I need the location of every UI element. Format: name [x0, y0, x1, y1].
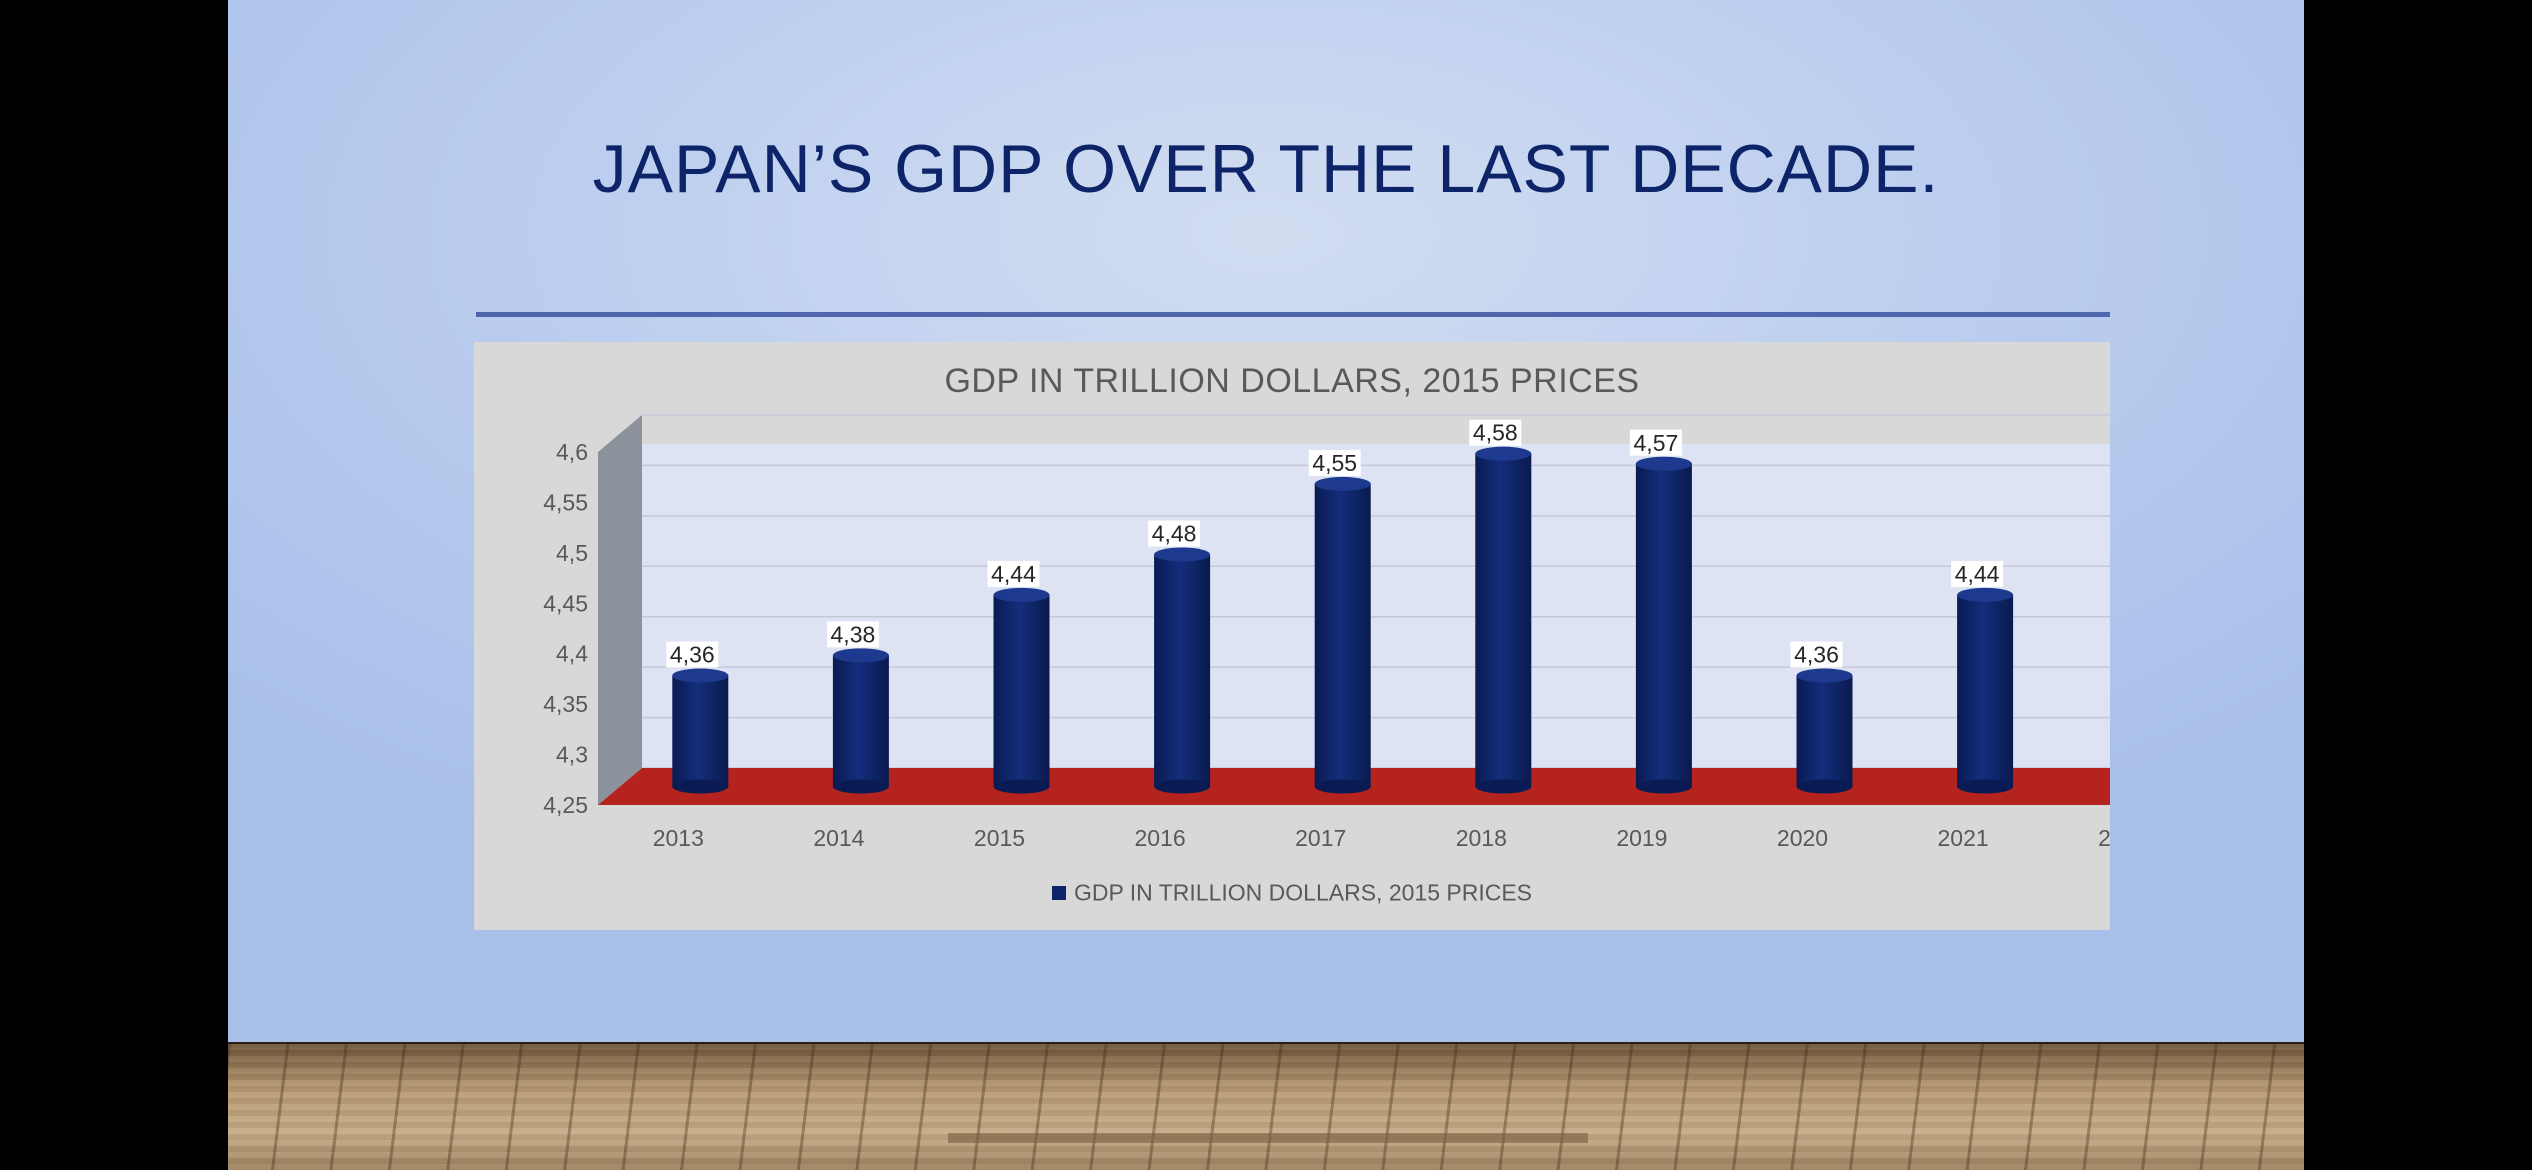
y-tick-label: 4,35 [543, 691, 588, 717]
bar-base [672, 779, 729, 794]
legend-label: GDP IN TRILLION DOLLARS, 2015 PRICES [1073, 879, 1533, 906]
data-label: 4,57 [1634, 430, 1679, 456]
data-label: 4,38 [831, 621, 876, 647]
data-label: 4,36 [1794, 642, 1839, 668]
chart-title: GDP IN TRILLION DOLLARS, 2015 PRICES [944, 362, 1640, 400]
bar [832, 655, 889, 787]
data-label: 4,44 [1955, 561, 2000, 587]
bar [993, 594, 1050, 787]
data-label: 4,36 [670, 642, 715, 668]
slide: JAPAN’S GDP OVER THE LAST DECADE. 4,25 4,… [228, 0, 2304, 1170]
bar-base [1475, 779, 1532, 794]
wood-floor [228, 1042, 2304, 1170]
bar [1475, 453, 1532, 787]
y-tick-label: 4,4 [556, 641, 588, 667]
data-label: 4,55 [1312, 450, 1357, 476]
data-label-bg [1148, 520, 1201, 547]
bar [1154, 554, 1211, 787]
y-tick-label: 4,6 [556, 439, 588, 465]
data-label-bg [987, 560, 1040, 587]
y-tick-label: 4,45 [543, 590, 588, 616]
bar [1957, 594, 2014, 787]
bar-top [832, 648, 889, 663]
x-tick-label: 2018 [1456, 825, 1507, 851]
x-tick-label: 2020 [1777, 825, 1828, 851]
bar-base [1635, 779, 1692, 794]
bar-top [1154, 547, 1211, 562]
bar-base [1957, 779, 2014, 794]
slide-title: JAPAN’S GDP OVER THE LAST DECADE. [592, 131, 1940, 207]
bar [1796, 675, 1853, 787]
plot-side-wall [598, 415, 642, 805]
data-label-bg [1308, 449, 1361, 476]
x-tick-label: 2017 [1295, 825, 1346, 851]
x-tick-label: 2013 [653, 825, 704, 851]
chart-panel[interactable]: 4,25 4,3 4,35 4,4 4,45 4,5 4,55 4,6 4,36 2013 4,38… [474, 342, 2110, 930]
bar-top [1314, 476, 1371, 491]
x-tick-label: 2019 [1616, 825, 1667, 851]
bar-base [993, 779, 1050, 794]
data-label-bg [1469, 419, 1522, 446]
chart-svg: 4,25 4,3 4,35 4,4 4,45 4,5 4,55 4,6 4,36 2013 4,38… [543, 414, 2110, 851]
y-tick-label: 4,55 [543, 489, 588, 515]
bar-top [672, 668, 729, 683]
bar-base [832, 779, 889, 794]
data-label-bg [1951, 560, 2004, 587]
data-label-bg [1629, 429, 1682, 456]
data-label: 4,48 [1152, 521, 1197, 547]
bar-top [1475, 446, 1532, 461]
bar-base [1154, 779, 1211, 794]
data-label: 4,58 [1473, 420, 1518, 446]
bar [1314, 483, 1371, 787]
legend-swatch [1051, 885, 1066, 900]
data-label: 4,44 [991, 561, 1036, 587]
data-label-bg [666, 641, 719, 668]
x-tick-label: 2021 [1938, 825, 1989, 851]
x-tick-label: 2022 [2098, 825, 2110, 851]
chart-legend: GDP IN TRILLION DOLLARS, 2015 PRICES [474, 878, 2110, 906]
data-label-bg [1790, 641, 1843, 668]
data-label-bg [826, 621, 879, 648]
x-tick-label: 2016 [1135, 825, 1186, 851]
y-tick-label: 4,3 [556, 742, 588, 768]
x-tick-label: 2014 [813, 825, 864, 851]
floor-plank [948, 1133, 1588, 1143]
y-tick-label: 4,25 [543, 792, 588, 818]
bar-top [1796, 668, 1853, 683]
bar [1635, 463, 1692, 787]
bar-base [1796, 779, 1853, 794]
bar-top [1957, 587, 2014, 602]
x-tick-label: 2015 [974, 825, 1025, 851]
bar [672, 675, 729, 787]
bar-base [1314, 779, 1371, 794]
bar-top [1635, 456, 1692, 471]
title-divider [476, 312, 2110, 317]
y-tick-label: 4,5 [556, 540, 588, 566]
bar-top [993, 587, 1050, 602]
